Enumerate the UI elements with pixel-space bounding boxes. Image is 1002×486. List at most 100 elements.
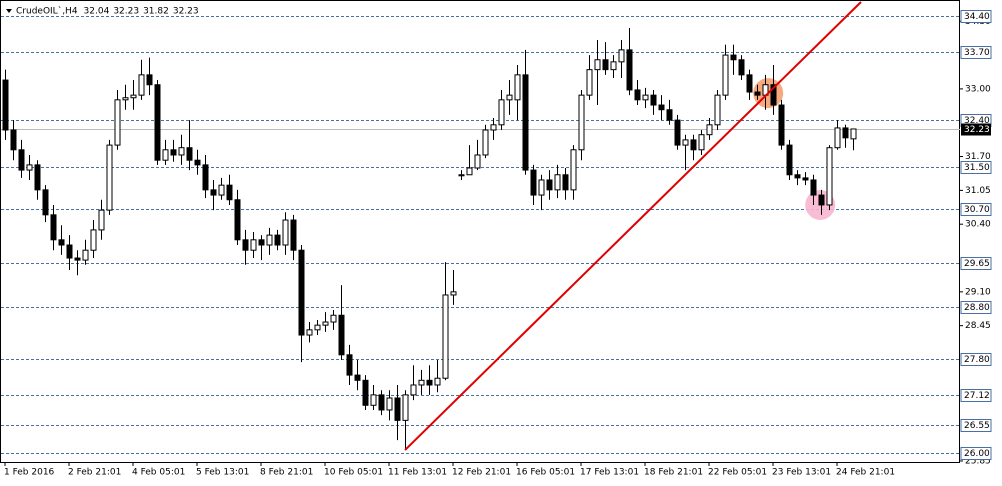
candle-body	[74, 257, 81, 261]
candle-body	[738, 59, 745, 76]
candle-body	[850, 128, 857, 140]
x-tick-label: 24 Feb 21:01	[836, 468, 895, 478]
candle-body	[82, 249, 89, 261]
level-label: 26.55	[964, 421, 990, 431]
candle-body	[26, 164, 33, 171]
candle-body	[802, 177, 809, 181]
candle-body	[458, 174, 465, 177]
candle-body	[826, 147, 833, 206]
candle-body	[130, 94, 137, 99]
level-label: 27.80	[964, 355, 990, 365]
x-tick-label: 5 Feb 13:01	[196, 468, 249, 478]
trendline	[404, 1, 862, 451]
x-tick-label: 17 Feb 13:01	[580, 468, 639, 478]
candle-body	[578, 94, 585, 151]
candle-body	[322, 321, 329, 326]
level-label: 31.50	[964, 163, 990, 173]
candle-body	[658, 104, 665, 111]
level-label: 27.12	[964, 391, 990, 401]
candle-body	[474, 154, 481, 169]
candle-body	[810, 179, 817, 196]
candle-body	[58, 239, 65, 246]
candle-body	[282, 219, 289, 246]
level-box	[960, 203, 992, 216]
candle-body	[442, 294, 449, 379]
candle-body	[506, 94, 513, 101]
level-label: 29.65	[964, 259, 990, 269]
y-tick-label: 33.00	[965, 84, 991, 94]
candle-body	[154, 84, 161, 161]
candle-body	[530, 169, 537, 196]
candle-body	[138, 74, 145, 96]
y-tick-label: 28.45	[965, 321, 991, 331]
candle-body	[258, 239, 265, 246]
candle-body	[42, 189, 49, 216]
candle-body	[178, 147, 185, 156]
levels: 34.40 33.70 32.40 31.50 30.70 29.65 28.80 27.80…	[1, 10, 992, 460]
level-box	[960, 419, 992, 432]
candle-body	[418, 379, 425, 386]
y-tick-label: 25.85	[965, 456, 991, 466]
candle-body	[226, 184, 233, 201]
candle-body	[346, 354, 353, 376]
x-tick-label: 23 Feb 13:01	[772, 468, 831, 478]
candle-body	[202, 164, 209, 191]
candle-body	[250, 239, 257, 251]
menu-arrow	[6, 9, 12, 13]
candle-body	[10, 129, 17, 151]
candle-body	[634, 89, 641, 101]
candle-body	[690, 139, 697, 151]
level-label: 28.80	[964, 303, 990, 313]
candle-body	[362, 379, 369, 406]
candle-body	[394, 397, 401, 421]
candle-body	[498, 99, 505, 126]
candle-body	[170, 149, 177, 156]
candle-body	[242, 239, 249, 251]
level-box	[960, 447, 992, 460]
candle-body	[546, 179, 553, 191]
candle-body	[666, 109, 673, 121]
level-box	[960, 389, 992, 402]
candle-body	[586, 69, 593, 96]
candle-body	[426, 379, 433, 386]
candle-body	[490, 124, 497, 131]
candle-body	[594, 59, 601, 71]
candle-body	[386, 397, 393, 411]
candle-body	[186, 147, 193, 161]
y-tick-label: 29.10	[965, 287, 991, 297]
candle-body	[834, 127, 841, 149]
chart-title: CrudeOIL`,H4	[16, 6, 78, 17]
current-price-label: 32.23	[964, 125, 990, 135]
candle-body	[466, 167, 473, 176]
y-tick-label: 30.40	[965, 220, 991, 230]
candle-body	[650, 94, 657, 106]
candle-body	[66, 244, 73, 259]
level-box	[960, 353, 992, 366]
level-label: 33.70	[964, 48, 990, 58]
chart-header: CrudeOIL`,H4	[6, 6, 78, 17]
candle-body	[266, 234, 273, 246]
candle-body	[778, 104, 785, 146]
candle-body	[122, 97, 129, 101]
candle-body	[674, 119, 681, 146]
header-value: 31.82	[143, 7, 169, 17]
x-tick-label: 8 Feb 21:01	[260, 468, 313, 478]
header-value: 32.04	[84, 7, 110, 17]
candle-body	[194, 159, 201, 166]
candle-body	[706, 124, 713, 136]
candle-body	[106, 144, 113, 211]
candle-body	[114, 99, 121, 146]
x-tick-label: 10 Feb 05:01	[324, 468, 383, 478]
candle-body	[298, 249, 305, 336]
candle-body	[754, 91, 761, 96]
candle-body	[482, 129, 489, 156]
candle-body	[90, 229, 97, 251]
candle-body	[714, 94, 721, 126]
candle-body	[602, 59, 609, 71]
y-tick-label: 31.70	[965, 152, 991, 162]
x-tick-label: 16 Feb 05:01	[516, 468, 575, 478]
candle-body	[818, 194, 825, 206]
candle-body	[98, 209, 105, 231]
candle-body	[642, 94, 649, 101]
